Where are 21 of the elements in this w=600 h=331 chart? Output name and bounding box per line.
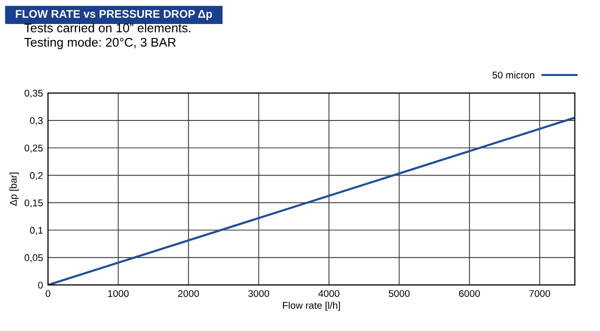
y-tick-label: 0 xyxy=(38,282,43,289)
y-tick-label: 0,25 xyxy=(24,144,43,153)
x-tick-label: 7000 xyxy=(529,290,550,297)
y-tick-label: 0,1 xyxy=(30,226,43,235)
y-tick-label: 0,3 xyxy=(30,117,43,126)
legend-label: 50 micron xyxy=(492,71,534,78)
x-tick-label: 5000 xyxy=(388,290,410,297)
chart-title: FLOW RATE vs PRESSURE DROP Δp xyxy=(16,10,212,20)
x-tick-label: 3000 xyxy=(248,290,270,297)
y-tick-label: 0,05 xyxy=(24,254,43,262)
y-tick-label: 0,15 xyxy=(24,199,43,208)
chart-subtitle: Tests carried on 10” elements. Testing mode: 20°C, 3 BAR xyxy=(24,23,190,50)
y-tick-label: 0,35 xyxy=(24,90,43,98)
x-axis-title: Flow rate [l/h] xyxy=(283,302,340,311)
y-tick-label: 0,2 xyxy=(30,172,43,180)
x-tick-label: 0 xyxy=(46,290,50,297)
y-axis-title: Δp [bar] xyxy=(10,172,19,206)
x-tick-label: 2000 xyxy=(178,290,199,297)
x-tick-label: 1000 xyxy=(108,290,129,297)
x-tick-label: 6000 xyxy=(459,290,480,297)
x-tick-label: 4000 xyxy=(318,290,340,297)
